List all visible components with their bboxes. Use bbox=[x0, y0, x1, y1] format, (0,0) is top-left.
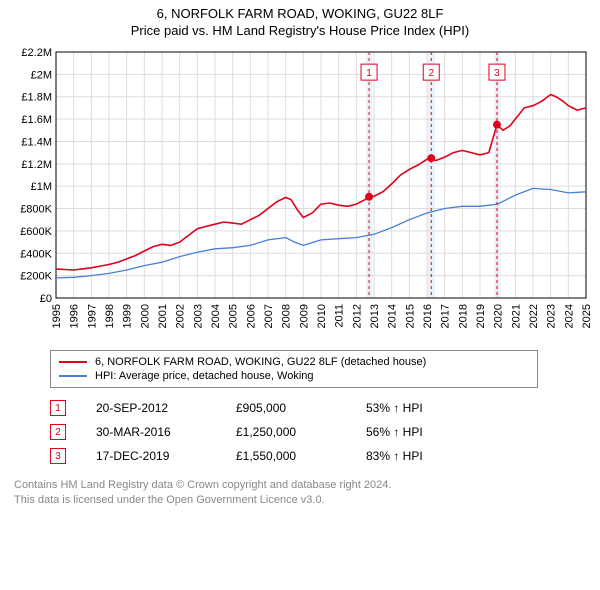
svg-text:2018: 2018 bbox=[457, 304, 469, 328]
svg-text:2011: 2011 bbox=[334, 304, 346, 328]
svg-text:2002: 2002 bbox=[175, 304, 187, 328]
svg-text:2010: 2010 bbox=[316, 304, 328, 328]
svg-text:2008: 2008 bbox=[281, 304, 293, 328]
title-main: 6, NORFOLK FARM ROAD, WOKING, GU22 8LF bbox=[0, 6, 600, 21]
svg-text:£1.8M: £1.8M bbox=[21, 92, 52, 104]
svg-text:£0: £0 bbox=[40, 293, 52, 305]
svg-text:£200K: £200K bbox=[20, 271, 52, 283]
svg-text:2023: 2023 bbox=[546, 304, 558, 328]
legend-swatch bbox=[59, 375, 87, 377]
sale-marker: 3 bbox=[50, 448, 66, 464]
svg-text:1996: 1996 bbox=[69, 304, 81, 328]
legend-label: HPI: Average price, detached house, Woki… bbox=[95, 370, 314, 382]
footer-line-1: Contains HM Land Registry data © Crown c… bbox=[14, 479, 391, 491]
svg-text:£1.6M: £1.6M bbox=[21, 114, 52, 126]
sale-marker: 2 bbox=[50, 424, 66, 440]
svg-text:2007: 2007 bbox=[263, 304, 275, 328]
titles: 6, NORFOLK FARM ROAD, WOKING, GU22 8LF P… bbox=[0, 0, 600, 38]
legend-swatch bbox=[59, 361, 87, 363]
legend: 6, NORFOLK FARM ROAD, WOKING, GU22 8LF (… bbox=[50, 350, 538, 388]
title-sub: Price paid vs. HM Land Registry's House … bbox=[0, 23, 600, 38]
legend-row: 6, NORFOLK FARM ROAD, WOKING, GU22 8LF (… bbox=[59, 355, 529, 369]
sale-price: £905,000 bbox=[236, 401, 336, 415]
svg-text:2015: 2015 bbox=[404, 304, 416, 328]
svg-text:2003: 2003 bbox=[192, 304, 204, 328]
sale-marker: 1 bbox=[50, 400, 66, 416]
legend-label: 6, NORFOLK FARM ROAD, WOKING, GU22 8LF (… bbox=[95, 356, 426, 368]
svg-text:£600K: £600K bbox=[20, 226, 52, 238]
svg-text:2019: 2019 bbox=[475, 304, 487, 328]
sale-date: 17-DEC-2019 bbox=[96, 449, 206, 463]
svg-text:£400K: £400K bbox=[20, 248, 52, 260]
sale-row: 3 17-DEC-2019 £1,550,000 83% ↑ HPI bbox=[50, 444, 590, 468]
sale-price: £1,250,000 bbox=[236, 425, 336, 439]
sale-delta: 53% ↑ HPI bbox=[366, 401, 466, 415]
svg-text:1: 1 bbox=[366, 68, 372, 79]
sales-table: 1 20-SEP-2012 £905,000 53% ↑ HPI 2 30-MAR-201… bbox=[50, 396, 590, 468]
footer-note: Contains HM Land Registry data © Crown c… bbox=[14, 478, 590, 508]
sale-row: 1 20-SEP-2012 £905,000 53% ↑ HPI bbox=[50, 396, 590, 420]
svg-text:2006: 2006 bbox=[245, 304, 257, 328]
svg-text:2016: 2016 bbox=[422, 304, 434, 328]
svg-text:2020: 2020 bbox=[493, 304, 505, 328]
plot-area: £0 £200K £400K £600K £800K £1M £1.2M £1.4M £1.6M… bbox=[10, 44, 590, 344]
svg-text:2014: 2014 bbox=[387, 304, 399, 328]
svg-text:2009: 2009 bbox=[298, 304, 310, 328]
svg-text:1997: 1997 bbox=[86, 304, 98, 328]
svg-text:1995: 1995 bbox=[51, 304, 63, 328]
sale-row: 2 30-MAR-2016 £1,250,000 56% ↑ HPI bbox=[50, 420, 590, 444]
svg-text:3: 3 bbox=[494, 68, 500, 79]
svg-text:2001: 2001 bbox=[157, 304, 169, 328]
svg-text:2005: 2005 bbox=[228, 304, 240, 328]
svg-text:1999: 1999 bbox=[122, 304, 134, 328]
svg-text:2013: 2013 bbox=[369, 304, 381, 328]
sale-price: £1,550,000 bbox=[236, 449, 336, 463]
sale-date: 20-SEP-2012 bbox=[96, 401, 206, 415]
svg-text:£2.2M: £2.2M bbox=[21, 47, 52, 59]
svg-text:£1M: £1M bbox=[31, 181, 52, 193]
svg-text:2000: 2000 bbox=[139, 304, 151, 328]
legend-row: HPI: Average price, detached house, Woki… bbox=[59, 369, 529, 383]
svg-text:£800K: £800K bbox=[20, 204, 52, 216]
svg-text:2025: 2025 bbox=[581, 304, 590, 328]
svg-text:2004: 2004 bbox=[210, 304, 222, 328]
svg-text:2022: 2022 bbox=[528, 304, 540, 328]
line-chart-svg: £0 £200K £400K £600K £800K £1M £1.2M £1.4M £1.6M… bbox=[10, 44, 590, 344]
sale-delta: 83% ↑ HPI bbox=[366, 449, 466, 463]
svg-text:2024: 2024 bbox=[563, 304, 575, 328]
footer-line-2: This data is licensed under the Open Gov… bbox=[14, 494, 325, 506]
sale-date: 30-MAR-2016 bbox=[96, 425, 206, 439]
svg-text:£2M: £2M bbox=[31, 69, 52, 81]
svg-text:£1.2M: £1.2M bbox=[21, 159, 52, 171]
svg-text:2017: 2017 bbox=[440, 304, 452, 328]
sale-delta: 56% ↑ HPI bbox=[366, 425, 466, 439]
svg-text:2012: 2012 bbox=[351, 304, 363, 328]
svg-text:£1.4M: £1.4M bbox=[21, 136, 52, 148]
chart-container: 6, NORFOLK FARM ROAD, WOKING, GU22 8LF P… bbox=[0, 0, 600, 508]
svg-text:1998: 1998 bbox=[104, 304, 116, 328]
svg-text:2: 2 bbox=[428, 68, 434, 79]
svg-text:2021: 2021 bbox=[510, 304, 522, 328]
